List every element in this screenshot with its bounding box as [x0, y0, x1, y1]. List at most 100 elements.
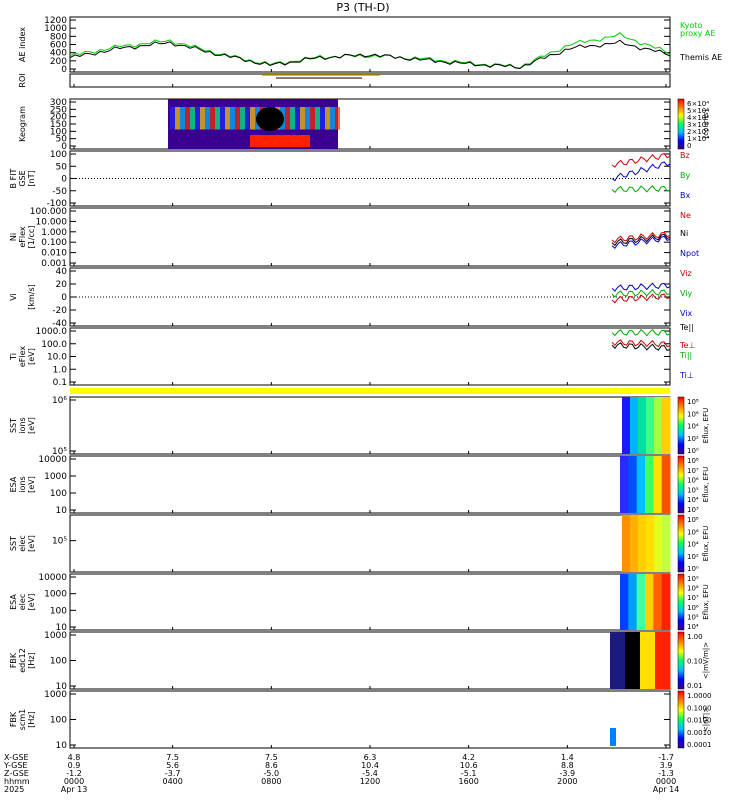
colorbar-tick-label: 10⁸ — [687, 457, 699, 465]
keogram-column — [220, 107, 225, 130]
y-axis-label: SST ions [eV] — [9, 417, 36, 434]
panel-esa_e: 10000 1000 100 10 ESA elec [eV] — [9, 573, 671, 633]
spec-column — [640, 632, 656, 689]
spec-column — [653, 574, 663, 630]
spec-column — [628, 456, 638, 513]
colorbar-unit-label: <|nT|> — [702, 707, 710, 732]
y-label-line: B FIT — [9, 168, 18, 188]
y-axis-label: ESA ions [eV] — [9, 476, 36, 493]
keogram-column — [290, 107, 295, 130]
legend-entry-velocity: Vix — [680, 309, 693, 318]
keogram-column — [180, 107, 185, 130]
colorbar-strip — [677, 631, 685, 690]
fbk-edc12-spectrogram — [610, 632, 671, 689]
bottom-tick-label: 0800 — [261, 777, 281, 786]
panel-frame — [69, 396, 671, 455]
panel-frame — [69, 690, 671, 749]
legend-entry-density: Ni — [680, 229, 688, 238]
panel-esa_i: 10000 1000 100 10 ESA ions [eV] — [9, 455, 671, 516]
esa-elec-spectrogram — [620, 574, 671, 630]
y-tick-label: -50 — [52, 187, 67, 197]
y-axis-label: Vi [km/s] — [9, 284, 36, 310]
bottom-tick-label: -5.1 — [461, 769, 477, 778]
spec-column — [625, 632, 641, 689]
legend-entry-temp: Te⊥ — [679, 341, 695, 350]
y-tick-label: 10000 — [38, 573, 67, 583]
colorbar-unit-text: <|mV/m|> — [702, 642, 710, 679]
spec-column — [622, 515, 631, 572]
spec-column — [654, 515, 663, 572]
colorbar-fbk_b: 1.0000 0.1000 0.0100 0.0010 0.0001 <|nT|> — [677, 690, 712, 749]
panel-fbk_e: 1000 100 10 FBK edc12 [Hz] — [9, 631, 671, 692]
y-tick-label: 10000 — [38, 455, 67, 465]
bottom-tick-label: 1.4 — [561, 753, 574, 762]
colorbar-unit-label: Eflux, EFU — [702, 584, 710, 619]
keogram-dark-spot — [256, 107, 284, 131]
keogram-column — [190, 107, 195, 130]
legend-entry-density: Ne — [680, 211, 691, 220]
bottom-tick-label: -3.7 — [165, 769, 181, 778]
bottom-row-label: Y-GSE — [3, 761, 27, 770]
bottom-tick-label: Apr 13 — [61, 785, 88, 794]
spec-column — [610, 632, 626, 689]
colorbar-tick-label: 10⁷ — [687, 467, 699, 475]
legend-entry-velocity: Viy — [680, 289, 693, 298]
y-tick-label: 100.0 — [41, 340, 67, 350]
colorbar-unit-text: Eflux, EFU — [702, 584, 710, 619]
panel-frame — [69, 514, 671, 573]
y-tick-label: 200 — [50, 113, 67, 123]
panel-frame — [69, 207, 671, 267]
colorbar-tick-label: 0.0100 — [687, 717, 712, 725]
y-tick-label: 1000 — [44, 631, 67, 641]
y-label-line: [eV] — [27, 476, 36, 493]
colorbar-strip — [677, 98, 685, 150]
te-par-line — [611, 342, 671, 351]
bottom-tick-label: 8.6 — [265, 761, 278, 770]
y-tick-label: 0.001 — [41, 259, 67, 269]
spec-column — [661, 456, 671, 513]
colorbar-tick-label: 2×10⁴ — [687, 128, 709, 136]
y-label-line: Ni — [9, 233, 18, 241]
y-tick-label: 400 — [50, 49, 67, 59]
keogram-column — [305, 107, 310, 130]
y-tick-label: 1200 — [44, 16, 67, 26]
sst-elec-spectrogram — [622, 515, 671, 572]
keogram-column — [320, 107, 325, 130]
y-label-line: ROI — [18, 73, 27, 87]
y-axis-label: FBK scm1 [Hz] — [9, 709, 36, 730]
y-label-line: FBK — [9, 711, 18, 727]
panel-frame — [69, 98, 671, 150]
y-label-line: elec — [18, 594, 27, 610]
spec-column — [661, 574, 671, 630]
spec-column — [636, 456, 646, 513]
colorbar-unit-label: Eflux, EFU — [702, 408, 710, 443]
y-tick-label: 100 — [50, 127, 67, 137]
panel-roi: ROI — [18, 73, 671, 88]
vix-line — [611, 282, 671, 292]
y-label-line: [Hz] — [27, 652, 36, 668]
y-tick-label: 10 — [56, 506, 68, 516]
y-tick-label: 10 — [56, 741, 68, 751]
colorbar-tick-label: 10² — [687, 553, 699, 561]
keogram-column — [205, 107, 210, 130]
colorbar-tick-label: 10⁴ — [687, 423, 699, 431]
colorbar-tick-label: 6×10⁴ — [687, 100, 709, 108]
y-label-line: edc12 — [18, 648, 27, 673]
viy-line — [611, 289, 671, 298]
y-tick-label: 40 — [56, 267, 68, 277]
y-tick-label: 0 — [61, 293, 67, 303]
ni-line — [611, 233, 671, 247]
series-kyoto-line — [69, 32, 671, 69]
bottom-tick-label: 0.9 — [68, 761, 81, 770]
keogram-column — [295, 107, 300, 130]
colorbar-unit-text: Eflux, EFU — [702, 526, 710, 561]
spec-column — [646, 397, 655, 454]
highlight-strip — [70, 388, 670, 394]
panel-sst_i: 10⁶ 10⁵ SST ions [eV] — [9, 396, 671, 457]
y-tick-label: 150 — [50, 120, 67, 130]
keogram-column — [185, 107, 190, 130]
